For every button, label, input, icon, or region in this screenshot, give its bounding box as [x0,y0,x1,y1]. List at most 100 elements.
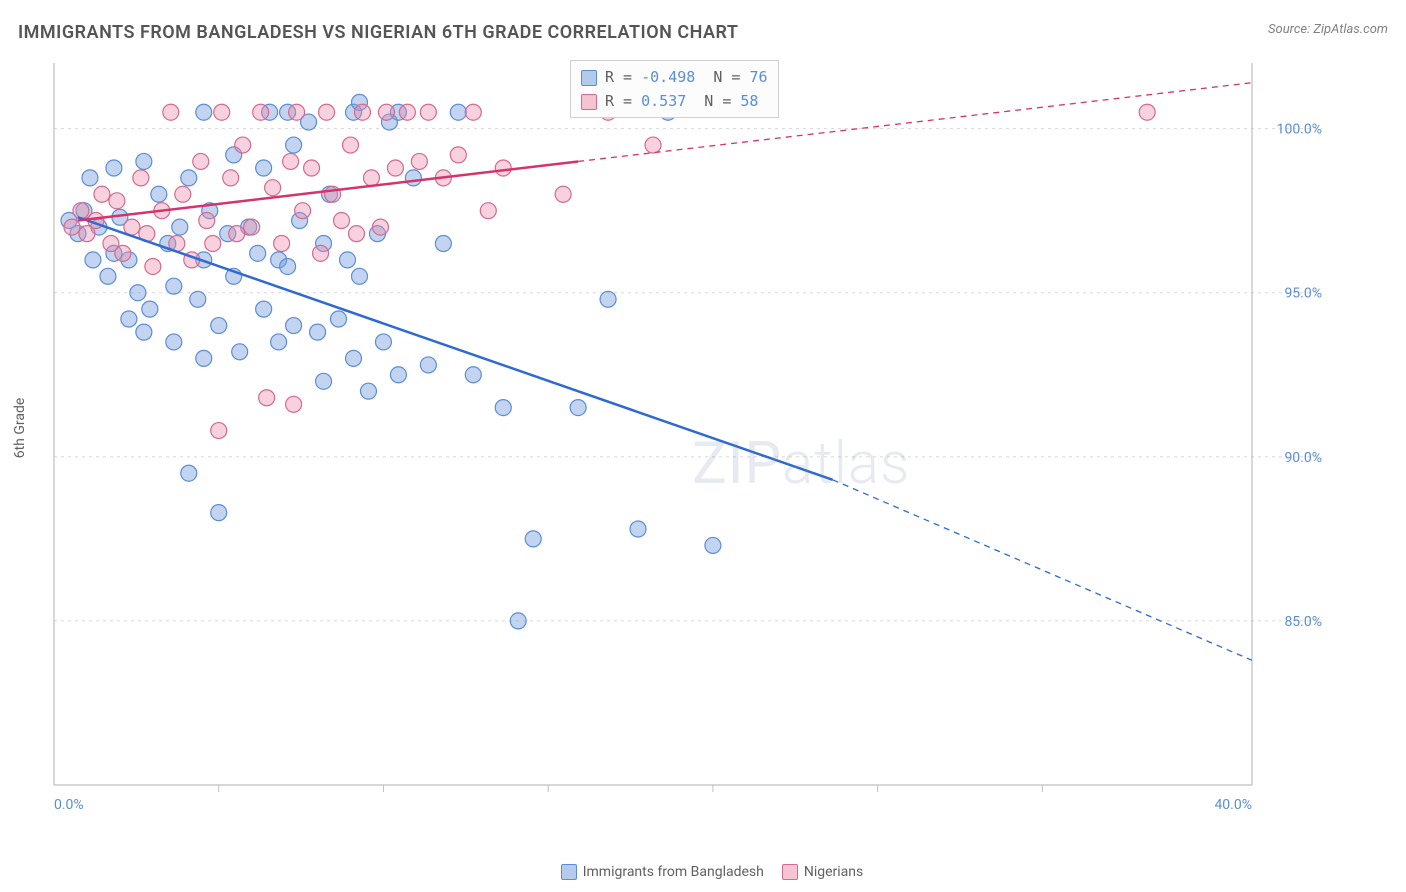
scatter-point [334,213,350,229]
scatter-point [420,357,436,373]
scatter-point [316,373,332,389]
scatter-point [390,367,406,383]
scatter-point [340,252,356,268]
legend: Immigrants from Bangladesh Nigerians [0,864,1406,880]
scatter-point [274,236,290,252]
scatter-point [354,104,370,120]
scatter-point [232,344,248,360]
scatter-point [121,311,137,327]
scatter-point [360,383,376,399]
scatter-point [495,400,511,416]
scatter-point [190,291,206,307]
x-tick-label: 0.0% [54,797,84,813]
trend-line-extension [833,480,1252,660]
scatter-point [343,137,359,153]
scatter-point [310,324,326,340]
scatter-point [600,291,616,307]
scatter-point [465,367,481,383]
scatter-point [387,160,403,176]
scatter-point [256,301,272,317]
y-tick-label: 95.0% [1284,286,1322,302]
scatter-point [199,213,215,229]
scatter-point [435,236,451,252]
scatter-point [130,285,146,301]
scatter-point [181,465,197,481]
scatter-point [82,170,98,186]
scatter-point [480,203,496,219]
y-tick-label: 85.0% [1284,614,1322,630]
scatter-point [286,318,302,334]
scatter-point [85,252,101,268]
scatter-point [280,258,296,274]
x-tick-label: 40.0% [1214,797,1252,813]
chart-container: 85.0%90.0%95.0%100.0%0.0%40.0% ZIPatlas [52,55,1332,825]
scatter-point [136,324,152,340]
scatter-point [319,104,335,120]
scatter-point [378,104,394,120]
scatter-point [450,104,466,120]
scatter-point [106,160,122,176]
scatter-point [363,170,379,186]
scatter-point [175,186,191,202]
scatter-point [450,147,466,163]
scatter-point [223,170,239,186]
legend-label: Nigerians [804,864,863,880]
scatter-point [211,318,227,334]
scatter-point [109,193,125,209]
trend-line [78,217,833,480]
scatter-point [172,219,188,235]
scatter-point [253,104,269,120]
scatter-point [250,245,266,261]
scatter-point [166,334,182,350]
scatter-point [351,268,367,284]
scatter-point [73,203,89,219]
scatter-point [100,268,116,284]
y-axis-label: 6th Grade [12,398,28,459]
series-swatch [581,70,597,86]
scatter-point [115,245,131,261]
legend-label: Immigrants from Bangladesh [583,864,764,880]
scatter-point [136,153,152,169]
scatter-point [193,153,209,169]
stats-row: R = -0.498N = 76 [581,65,768,89]
scatter-point [555,186,571,202]
scatter-point [283,153,299,169]
scatter-point [196,104,212,120]
scatter-point [289,104,305,120]
scatter-point [313,245,329,261]
scatter-point [163,104,179,120]
scatter-point [510,613,526,629]
legend-swatch [782,864,798,880]
scatter-point [375,334,391,350]
scatter-point [235,137,251,153]
scatter-point [256,160,272,176]
scatter-point [142,301,158,317]
y-tick-label: 90.0% [1284,450,1322,466]
scatter-point [196,350,212,366]
scatter-point [495,160,511,176]
stats-row: R = 0.537N = 58 [581,89,768,113]
scatter-point [94,186,110,202]
scatter-point [229,226,245,242]
scatter-point [411,153,427,169]
scatter-point [133,170,149,186]
scatter-point [399,104,415,120]
series-swatch [581,94,597,110]
scatter-point [145,258,161,274]
scatter-chart: 85.0% 90.0% 95.0% 100.0% 0.0% 40.0% [52,55,1332,825]
scatter-point [265,180,281,196]
scatter-point [465,104,481,120]
scatter-point [372,219,388,235]
scatter-point [645,137,661,153]
scatter-point [304,160,320,176]
scatter-point [211,423,227,439]
y-tick-label: 100.0% [1277,122,1322,138]
scatter-point [211,505,227,521]
scatter-point [271,334,287,350]
scatter-point [286,137,302,153]
scatter-point [630,521,646,537]
scatter-point [205,236,221,252]
scatter-point [64,219,80,235]
scatter-point [286,396,302,412]
scatter-point [295,203,311,219]
